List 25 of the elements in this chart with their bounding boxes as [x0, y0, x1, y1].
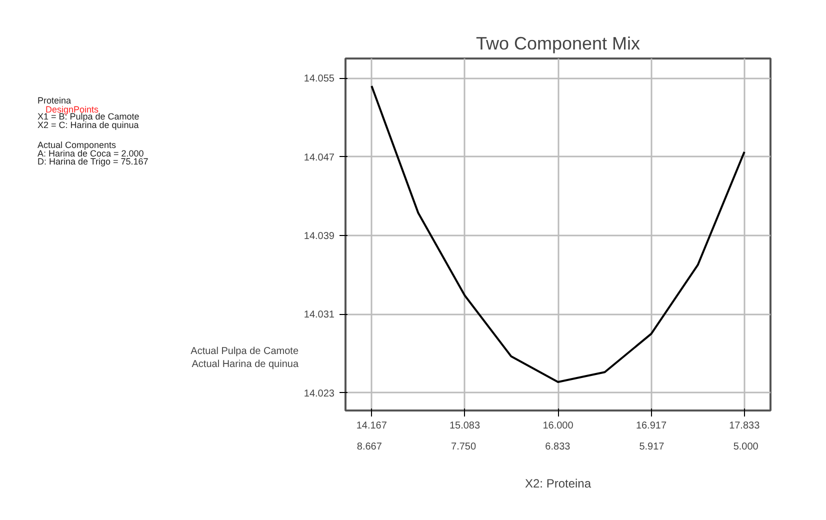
text: X2 = C: Harina de quinua: [38, 120, 139, 130]
x2-tick-label: 7.750: [451, 442, 477, 452]
x-tick-label: 17.833: [729, 420, 760, 432]
chart-title: Two Component Mix: [476, 34, 640, 54]
y-tick-label: 14.031: [304, 310, 335, 321]
y-tick-label: 14.023: [304, 388, 335, 400]
x2-tick-label: 5.917: [639, 442, 665, 452]
y-tick-label: 14.047: [304, 152, 335, 164]
x-tick-label: 16.917: [636, 420, 667, 432]
text: A: Harina de Coca = 2.000: [38, 148, 144, 158]
x-tick-label: 16.000: [542, 420, 574, 432]
x2-tick-label: 6.833: [545, 442, 571, 452]
text: Actual Pulpa de Camote: [190, 346, 299, 358]
x-axis-title: X2: Proteina: [524, 476, 592, 490]
text: Proteina: [38, 95, 72, 106]
x2-tick-label: 8.667: [356, 442, 382, 452]
x-tick-label: 15.083: [449, 420, 480, 432]
line-series: [370, 85, 746, 383]
y-tick-label: 14.055: [304, 74, 335, 85]
x2-tick-label: 5.000: [733, 442, 759, 452]
text: D: Harina de Trigo = 75.167: [38, 156, 148, 166]
text: Actual Components: [38, 140, 117, 150]
text: Actual Harina de quinua: [192, 358, 299, 370]
x-tick-label: 14.167: [356, 420, 388, 432]
y-tick-label: 14.039: [304, 230, 335, 242]
